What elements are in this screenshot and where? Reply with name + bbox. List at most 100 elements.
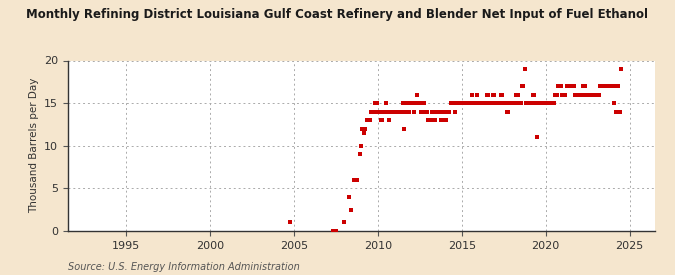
Point	[477, 101, 488, 105]
Point	[578, 84, 589, 88]
Point	[605, 84, 616, 88]
Point	[491, 101, 502, 105]
Point	[571, 92, 582, 97]
Point	[455, 101, 466, 105]
Point	[606, 84, 617, 88]
Point	[377, 118, 387, 122]
Point	[429, 109, 439, 114]
Point	[500, 101, 510, 105]
Point	[613, 84, 624, 88]
Point	[610, 109, 621, 114]
Point	[469, 101, 480, 105]
Point	[549, 101, 560, 105]
Point	[420, 109, 431, 114]
Point	[375, 118, 386, 122]
Point	[591, 92, 601, 97]
Point	[614, 109, 625, 114]
Y-axis label: Thousand Barrels per Day: Thousand Barrels per Day	[30, 78, 39, 213]
Point	[531, 101, 541, 105]
Point	[557, 92, 568, 97]
Point	[560, 92, 571, 97]
Point	[599, 84, 610, 88]
Point	[452, 101, 463, 105]
Point	[506, 101, 516, 105]
Point	[389, 109, 400, 114]
Point	[567, 84, 578, 88]
Point	[364, 118, 375, 122]
Point	[346, 207, 357, 212]
Point	[561, 84, 572, 88]
Point	[408, 101, 418, 105]
Point	[456, 101, 467, 105]
Point	[365, 109, 376, 114]
Point	[504, 101, 514, 105]
Point	[465, 101, 476, 105]
Point	[554, 84, 565, 88]
Text: Monthly Refining District Louisiana Gulf Coast Refinery and Blender Net Input of: Monthly Refining District Louisiana Gulf…	[26, 8, 649, 21]
Point	[545, 101, 556, 105]
Point	[587, 92, 597, 97]
Point	[602, 84, 613, 88]
Point	[392, 109, 403, 114]
Point	[516, 84, 527, 88]
Point	[479, 101, 489, 105]
Point	[568, 84, 579, 88]
Point	[603, 84, 614, 88]
Point	[612, 84, 622, 88]
Point	[424, 118, 435, 122]
Point	[494, 101, 505, 105]
Point	[373, 109, 383, 114]
Point	[369, 109, 379, 114]
Point	[483, 92, 493, 97]
Point	[426, 118, 437, 122]
Point	[558, 92, 569, 97]
Point	[507, 101, 518, 105]
Point	[502, 109, 512, 114]
Point	[536, 101, 547, 105]
Point	[354, 152, 365, 156]
Point	[564, 84, 575, 88]
Point	[357, 126, 368, 131]
Point	[556, 84, 566, 88]
Point	[472, 92, 483, 97]
Point	[374, 109, 385, 114]
Point	[370, 101, 381, 105]
Point	[358, 131, 369, 135]
Point	[396, 109, 407, 114]
Point	[539, 101, 549, 105]
Point	[421, 109, 432, 114]
Point	[367, 109, 378, 114]
Text: Source: U.S. Energy Information Administration: Source: U.S. Energy Information Administ…	[68, 262, 299, 272]
Point	[399, 126, 410, 131]
Point	[597, 84, 608, 88]
Point	[430, 118, 441, 122]
Point	[584, 92, 595, 97]
Point	[487, 92, 498, 97]
Point	[406, 101, 417, 105]
Point	[515, 101, 526, 105]
Point	[526, 101, 537, 105]
Point	[490, 101, 501, 105]
Point	[435, 118, 446, 122]
Point	[566, 84, 576, 88]
Point	[583, 92, 593, 97]
Point	[447, 101, 458, 105]
Point	[444, 109, 455, 114]
Point	[352, 178, 362, 182]
Point	[529, 92, 540, 97]
Point	[431, 109, 442, 114]
Point	[593, 92, 604, 97]
Point	[385, 109, 396, 114]
Point	[450, 109, 460, 114]
Point	[585, 92, 596, 97]
Point	[524, 101, 535, 105]
Point	[589, 92, 600, 97]
Point	[481, 92, 492, 97]
Point	[533, 101, 544, 105]
Point	[433, 109, 443, 114]
Point	[360, 126, 371, 131]
Point	[595, 84, 605, 88]
Point	[514, 101, 524, 105]
Point	[379, 109, 390, 114]
Point	[486, 101, 497, 105]
